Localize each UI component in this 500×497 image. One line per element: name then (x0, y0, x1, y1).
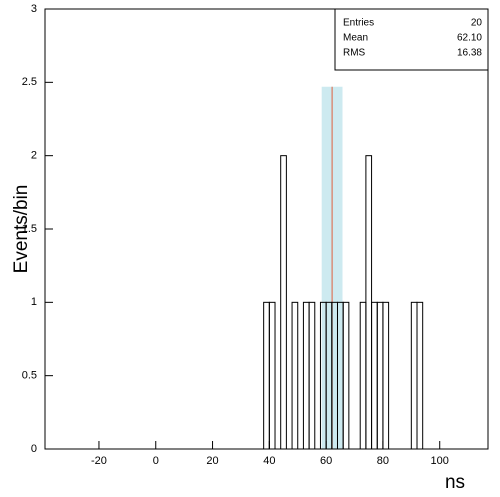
bar (342, 301, 350, 450)
x-tick-label: 20 (206, 455, 218, 467)
bar (359, 301, 367, 450)
plot-frame (44, 8, 489, 450)
y-tick-label: 0.5 (22, 370, 37, 382)
bar (268, 301, 276, 450)
bar (308, 301, 316, 450)
bar (280, 155, 287, 450)
x-tick-label: 80 (377, 455, 389, 467)
y-tick-label: 2 (31, 150, 37, 162)
x-axis-title: ns (445, 472, 465, 493)
bar (365, 155, 373, 450)
y-tick-label: 2.5 (22, 76, 37, 88)
bar (291, 301, 299, 450)
stat-label: RMS (343, 48, 366, 59)
bar (376, 301, 384, 450)
bar (382, 301, 390, 450)
x-tick-label: -20 (91, 455, 107, 467)
bar (263, 301, 270, 450)
stat-label: Entries (343, 18, 374, 29)
x-tick-label: 60 (320, 455, 332, 467)
stat-value: 20 (471, 18, 483, 29)
y-tick-label: 0 (31, 443, 37, 455)
y-axis-title: Events/bin (11, 185, 32, 274)
bar (371, 301, 378, 450)
bar (416, 301, 424, 450)
stat-label: Mean (343, 33, 368, 44)
stat-value: 16.38 (457, 48, 482, 59)
y-tick-label: 1.5 (22, 223, 37, 235)
stats-box (334, 8, 489, 71)
y-tick-label: 1 (31, 296, 37, 308)
y-tick-label: 3 (31, 3, 37, 15)
stat-value: 62.10 (457, 33, 482, 44)
x-tick-label: 0 (153, 455, 159, 467)
x-tick-label: 40 (263, 455, 275, 467)
bar (410, 301, 418, 450)
bar (302, 301, 310, 450)
x-tick-label: 100 (431, 455, 449, 467)
